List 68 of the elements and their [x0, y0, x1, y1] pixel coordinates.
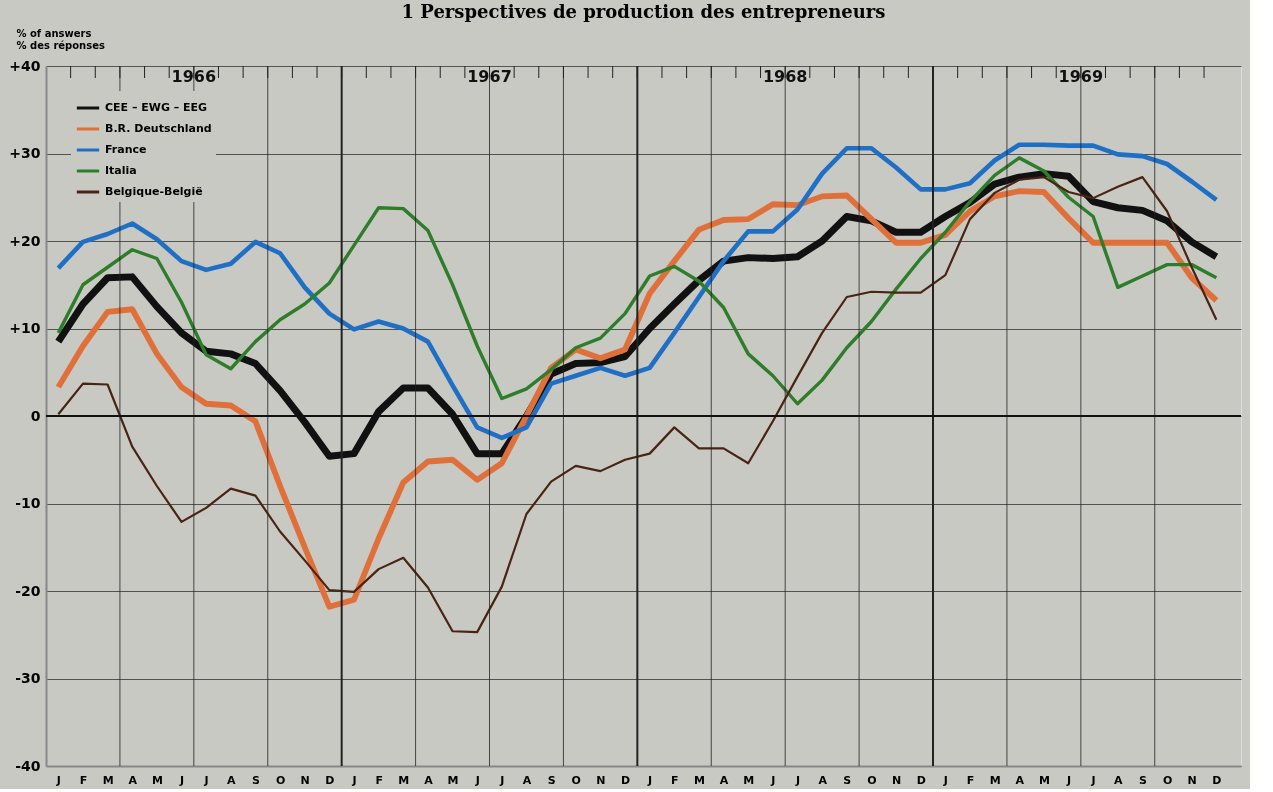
x-tick-label: A — [719, 773, 729, 787]
x-tick-label: N — [891, 773, 902, 787]
x-tick-label: J — [1090, 773, 1096, 787]
x-tick-label: J — [203, 773, 209, 787]
y-tick-label: 0 — [30, 407, 41, 424]
legend-label: France — [105, 143, 147, 156]
y-tick-label: -30 — [15, 670, 41, 686]
x-tick-label: O — [571, 773, 581, 787]
x-tick-label: O — [275, 773, 286, 787]
x-tick-label: J — [942, 773, 948, 787]
x-tick-label: S — [251, 773, 260, 787]
x-tick-label: F — [966, 773, 975, 787]
y-tick-label: +40 — [9, 57, 41, 74]
x-tick-label: S — [843, 773, 852, 787]
x-tick-label: A — [818, 773, 828, 787]
x-tick-label: F — [79, 773, 88, 787]
x-tick-label: J — [1065, 773, 1072, 787]
legend-label: CEE – EWG – EEG — [105, 101, 208, 114]
x-tick-label: M — [989, 773, 1001, 787]
x-tick-label: J — [351, 773, 357, 787]
x-tick-label: M — [447, 773, 459, 787]
chart-title: 1 Perspectives de production des entrepreneurs — [401, 1, 886, 22]
x-tick-label: A — [227, 773, 237, 787]
y-tick-label: +10 — [9, 320, 41, 336]
legend-label: B.R. Deutschland — [105, 122, 212, 135]
legend-label: Italia — [105, 164, 137, 177]
x-tick-label: F — [375, 773, 383, 787]
x-tick-label: J — [647, 773, 653, 787]
x-tick-label: M — [693, 773, 705, 787]
x-tick-label: J — [499, 773, 505, 787]
y-tick-label: -20 — [15, 582, 41, 599]
x-tick-label: A — [1015, 773, 1025, 787]
x-tick-label: J — [178, 773, 185, 787]
x-tick-label: J — [474, 773, 480, 787]
y-tick-label: -10 — [15, 495, 41, 511]
x-tick-label: J — [770, 773, 776, 787]
legend-label: Belgique-België — [105, 185, 203, 198]
x-tick-label: A — [522, 773, 532, 787]
x-tick-label: S — [1138, 773, 1147, 787]
x-tick-label: N — [300, 773, 310, 787]
x-tick-label: S — [547, 773, 556, 787]
y-tick-label: -40 — [15, 757, 41, 774]
line-series — [56, 156, 1219, 406]
x-tick-label: J — [55, 773, 61, 787]
x-tick-label: D — [325, 773, 335, 787]
annotation: 1966 — [171, 67, 217, 86]
x-tick-label: A — [424, 773, 434, 787]
x-tick-label: F — [671, 773, 679, 787]
x-tick-label: D — [916, 773, 926, 787]
x-tick-label: O — [1162, 773, 1173, 787]
x-tick-label: M — [1038, 773, 1050, 787]
x-tick-label: O — [867, 773, 877, 787]
x-tick-label: M — [398, 773, 410, 787]
x-tick-label: N — [596, 773, 606, 787]
x-tick-label: A — [1114, 773, 1124, 787]
annotation: 1968 — [762, 67, 808, 86]
x-tick-label: D — [1212, 773, 1222, 787]
x-tick-label: J — [794, 773, 801, 787]
annotation: 1969 — [1058, 67, 1104, 86]
x-tick-label: M — [102, 773, 114, 787]
y-tick-label: +30 — [9, 145, 41, 161]
y-tick-label: +20 — [9, 232, 41, 249]
y-axis-title: % of answers % des réponses — [16, 27, 105, 51]
x-tick-label: D — [620, 773, 631, 787]
x-tick-label: N — [1187, 773, 1197, 787]
x-tick-label: M — [743, 773, 755, 787]
x-tick-label: A — [128, 773, 138, 787]
x-tick-label: M — [151, 773, 163, 787]
